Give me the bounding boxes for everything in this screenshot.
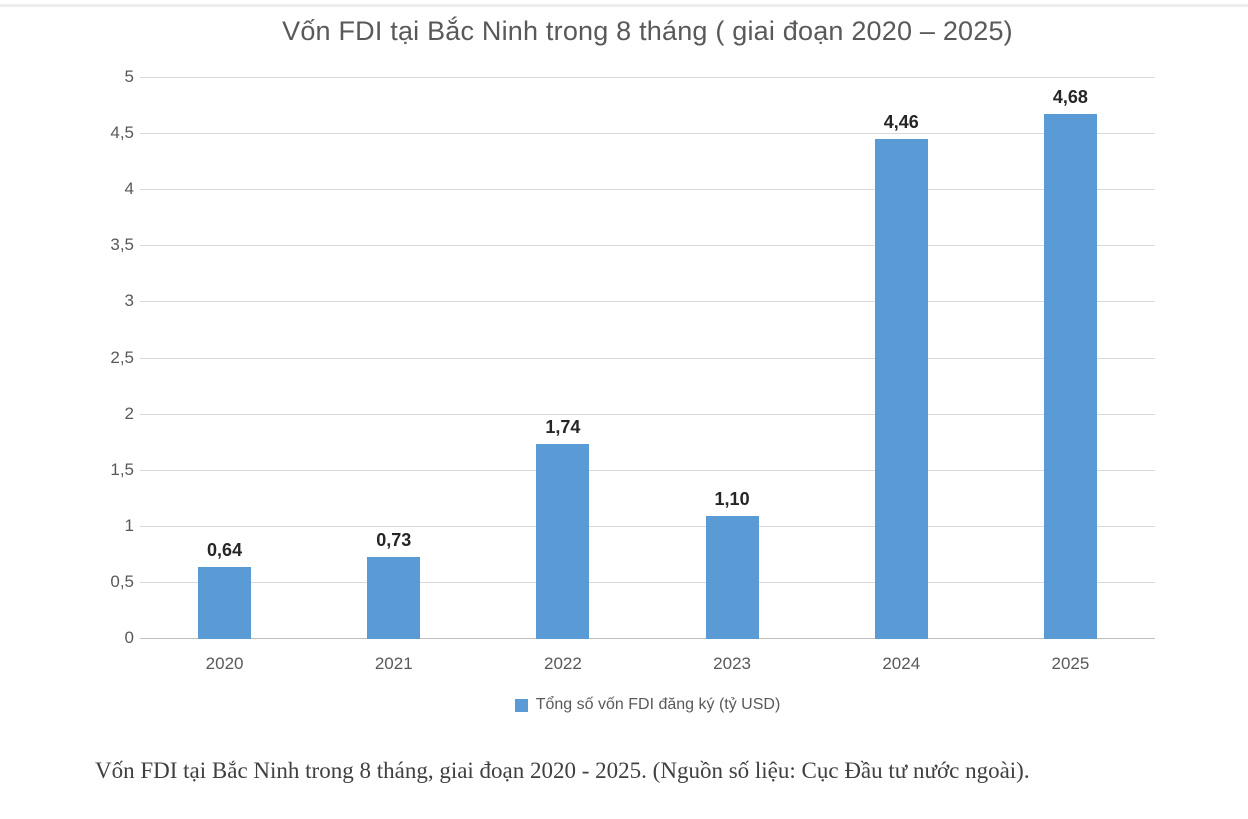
bar-2020 <box>198 567 252 639</box>
bar-value-label: 4,46 <box>883 111 919 132</box>
y-tick-label: 1 <box>124 515 134 535</box>
x-tick-label: 2025 <box>1051 654 1090 673</box>
bar-value-label: 4,68 <box>1052 86 1088 107</box>
bar-2022 <box>536 443 590 639</box>
bar-value-label: 0,73 <box>376 530 412 551</box>
y-axis-tick-labels: 0 0,5 1 1,5 2 2,5 3 3,5 4 4,5 5 <box>56 68 134 647</box>
gridline <box>140 245 1155 247</box>
gridline <box>140 133 1155 135</box>
y-tick-label: 0,5 <box>110 571 134 591</box>
bar-2021 <box>367 557 421 639</box>
y-tick-label: 2 <box>124 403 134 423</box>
bar-2025 <box>1043 113 1097 639</box>
y-tick-label: 4 <box>124 179 134 199</box>
x-tick-label: 2021 <box>374 654 413 673</box>
figure-caption: Vốn FDI tại Bắc Ninh trong 8 tháng, giai… <box>95 758 1030 783</box>
gridline <box>140 413 1155 415</box>
x-tick-label: 2022 <box>543 654 582 673</box>
gridline <box>140 581 1155 583</box>
y-tick-label: 3 <box>124 291 134 311</box>
legend-label: Tổng số vốn FDI đăng ký (tỷ USD) <box>535 696 781 713</box>
gridline <box>140 638 1155 639</box>
plot-area: 0,64 0,73 1,74 1,10 4,46 4,68 <box>140 77 1155 639</box>
y-tick-label: 5 <box>124 67 134 86</box>
gridline <box>140 357 1155 359</box>
bar-value-label: 0,64 <box>207 540 243 561</box>
bar-value-label: 1,74 <box>545 416 581 437</box>
gridline <box>140 77 1155 78</box>
gridline <box>140 525 1155 527</box>
y-tick-label: 1,5 <box>110 459 134 479</box>
x-tick-label: 2023 <box>713 654 751 673</box>
legend: Tổng số vốn FDI đăng ký (tỷ USD) <box>140 696 1155 714</box>
gridline <box>140 189 1155 191</box>
gridline <box>140 469 1155 471</box>
x-axis-tick-labels: 2020 2021 2022 2023 2024 2025 <box>140 654 1155 676</box>
y-tick-label: 3,5 <box>110 235 134 255</box>
chart-title: Vốn FDI tại Bắc Ninh trong 8 tháng ( gia… <box>282 16 1013 46</box>
legend-swatch-icon <box>514 698 528 712</box>
y-tick-label: 2,5 <box>110 347 134 367</box>
bar-2024 <box>874 138 928 639</box>
bar-2023 <box>705 515 759 639</box>
x-tick-label: 2020 <box>205 654 244 673</box>
y-tick-label: 0 <box>124 628 134 647</box>
bar-value-label: 1,10 <box>714 488 750 509</box>
gridline <box>140 301 1155 303</box>
y-tick-label: 4,5 <box>110 123 134 143</box>
top-divider <box>0 4 1248 7</box>
x-tick-label: 2024 <box>882 654 921 673</box>
